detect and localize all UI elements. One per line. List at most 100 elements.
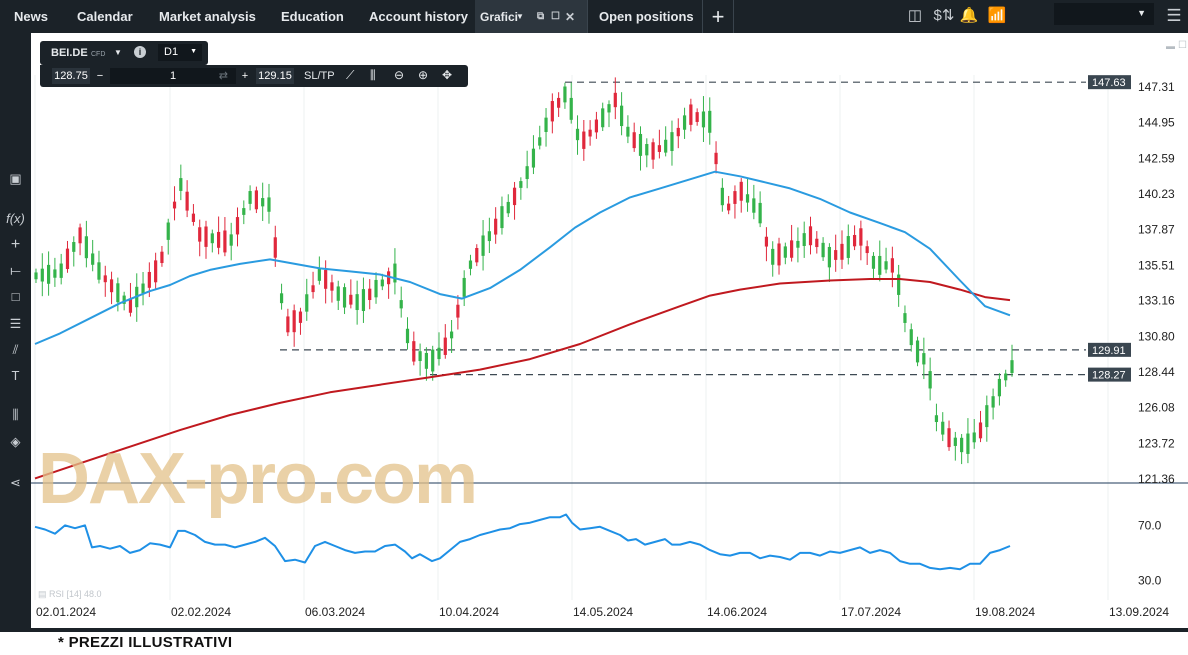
candle-body	[103, 275, 107, 283]
timeframe-selector[interactable]: D1 ▼	[158, 44, 202, 61]
close-icon[interactable]: ✕	[565, 10, 576, 24]
tab-open-positions[interactable]: Open positions	[599, 9, 694, 24]
candles-icon[interactable]: ⫼	[370, 68, 376, 82]
layout-icon[interactable]: ◫	[907, 7, 923, 24]
increase-quantity-button[interactable]: +	[241, 70, 249, 82]
decrease-quantity-button[interactable]: −	[96, 70, 104, 82]
candle-body	[519, 181, 523, 188]
candle-body	[701, 111, 706, 128]
candle-body	[349, 294, 353, 305]
nav-news[interactable]: News	[14, 9, 48, 24]
rectangle-icon[interactable]: □	[11, 289, 20, 304]
candle-body	[676, 127, 680, 137]
candle-body	[607, 104, 611, 113]
candle-body	[815, 238, 819, 248]
candle-body	[279, 293, 284, 304]
candle-body	[456, 304, 460, 318]
candle-body	[204, 226, 208, 247]
currency-icon[interactable]: $⇅	[933, 7, 955, 24]
nav-account-history[interactable]: Account history	[369, 9, 468, 24]
candle-body	[242, 208, 246, 215]
nav-market-analysis[interactable]: Market analysis	[159, 9, 256, 24]
candle-body	[544, 117, 548, 132]
info-icon[interactable]: i	[134, 46, 146, 58]
candle-body	[229, 234, 233, 246]
candles-icon[interactable]: ⫼	[12, 407, 19, 422]
sell-price-button[interactable]: 128.75	[52, 68, 90, 84]
candle-body	[897, 274, 901, 295]
candle-body	[286, 316, 290, 333]
move-icon[interactable]: ✥	[442, 68, 453, 82]
candle-body	[903, 313, 907, 323]
swap-icon[interactable]: ⇄	[218, 70, 228, 82]
tab-charts[interactable]: Grafici ▼ ⧉ ☐ ✕	[475, 0, 587, 33]
candle-body	[991, 396, 995, 408]
candle-body	[538, 137, 542, 146]
zoom-in-icon[interactable]: ⊕	[418, 68, 429, 82]
candle-body	[305, 294, 309, 312]
chart-window-minimize-icon[interactable]: ▬	[1166, 41, 1175, 51]
maximize-icon[interactable]: ☐	[551, 11, 560, 22]
candle-body	[727, 203, 731, 211]
price-level-tag	[1088, 342, 1131, 357]
quantity-input[interactable]: 1 ⇄	[110, 68, 236, 84]
candle-body	[235, 217, 240, 235]
nav-education[interactable]: Education	[281, 9, 344, 24]
fibonacci-icon[interactable]: ☰	[9, 316, 22, 331]
bell-icon[interactable]: 🔔	[959, 7, 979, 24]
price-axis: 147.31 144.95 142.59 140.23 137.87 135.51 133.…	[1138, 80, 1175, 486]
layers-icon[interactable]: ◈	[10, 434, 21, 449]
candle-body	[569, 97, 573, 120]
fast-moving-average-line	[34, 170, 1011, 345]
candle-body	[714, 152, 718, 165]
chart-type-icon[interactable]: ▣	[9, 171, 22, 186]
candle-body	[254, 190, 258, 210]
candle-body	[374, 279, 378, 298]
detach-icon[interactable]: ⧉	[537, 11, 545, 22]
price-tick-label: 128.44	[1138, 365, 1175, 379]
text-tool-icon[interactable]: T	[11, 368, 20, 383]
pitchfork-icon[interactable]: ⫽	[12, 342, 19, 357]
tab-charts-label: Grafici	[480, 10, 519, 24]
price-tick-label: 137.87	[1138, 223, 1175, 237]
candle-body	[399, 300, 403, 309]
sltp-button[interactable]: SL/TP	[304, 70, 335, 82]
candle-body	[437, 347, 441, 360]
add-tab-button[interactable]: +	[711, 4, 725, 29]
indicators-icon[interactable]: f(x)	[6, 211, 25, 226]
candle-body	[771, 248, 775, 265]
crosshair-icon[interactable]: +	[10, 236, 21, 253]
menu-icon[interactable]: ☰	[1166, 6, 1182, 25]
price-tick-label: 121.36	[1138, 472, 1175, 486]
candle-body	[708, 110, 712, 133]
buy-price-button[interactable]: 129.15	[256, 68, 294, 84]
share-icon[interactable]: ⋖	[10, 475, 21, 490]
candle-body	[689, 104, 693, 125]
zoom-out-icon[interactable]: ⊖	[394, 68, 405, 82]
trade-toolbar: 128.75 − 1 ⇄ + 129.15 SL/TP ⟋ ⫼ ⊖ ⊕ ✥	[40, 65, 468, 87]
candle-body	[557, 97, 561, 108]
candle-body	[846, 236, 850, 258]
symbol-label[interactable]: BEI.DE	[51, 47, 88, 59]
candle-body	[695, 112, 699, 122]
price-tick-label: 133.16	[1138, 294, 1175, 308]
price-level-label: 147.63	[1092, 77, 1126, 89]
candle-body	[752, 198, 756, 213]
candle-body	[405, 328, 410, 344]
candle-body	[997, 378, 1002, 397]
candle-body	[934, 415, 939, 423]
chevron-down-icon[interactable]: ▼	[114, 48, 122, 57]
candle-body	[953, 437, 957, 446]
candle-body	[72, 242, 76, 252]
candle-body	[487, 231, 491, 242]
nav-calendar[interactable]: Calendar	[77, 9, 133, 24]
candle-body	[223, 230, 227, 253]
account-selector[interactable]: ▼	[1054, 3, 1154, 25]
candle-body	[878, 255, 882, 275]
rsi-tick-label: 30.0	[1138, 573, 1162, 587]
horizontal-line-icon[interactable]: ⟝	[10, 263, 21, 278]
line-chart-icon[interactable]: ⟋	[346, 68, 355, 82]
chart-window-maximize-icon[interactable]: ☐	[1178, 40, 1187, 51]
candle-body	[1004, 373, 1008, 381]
